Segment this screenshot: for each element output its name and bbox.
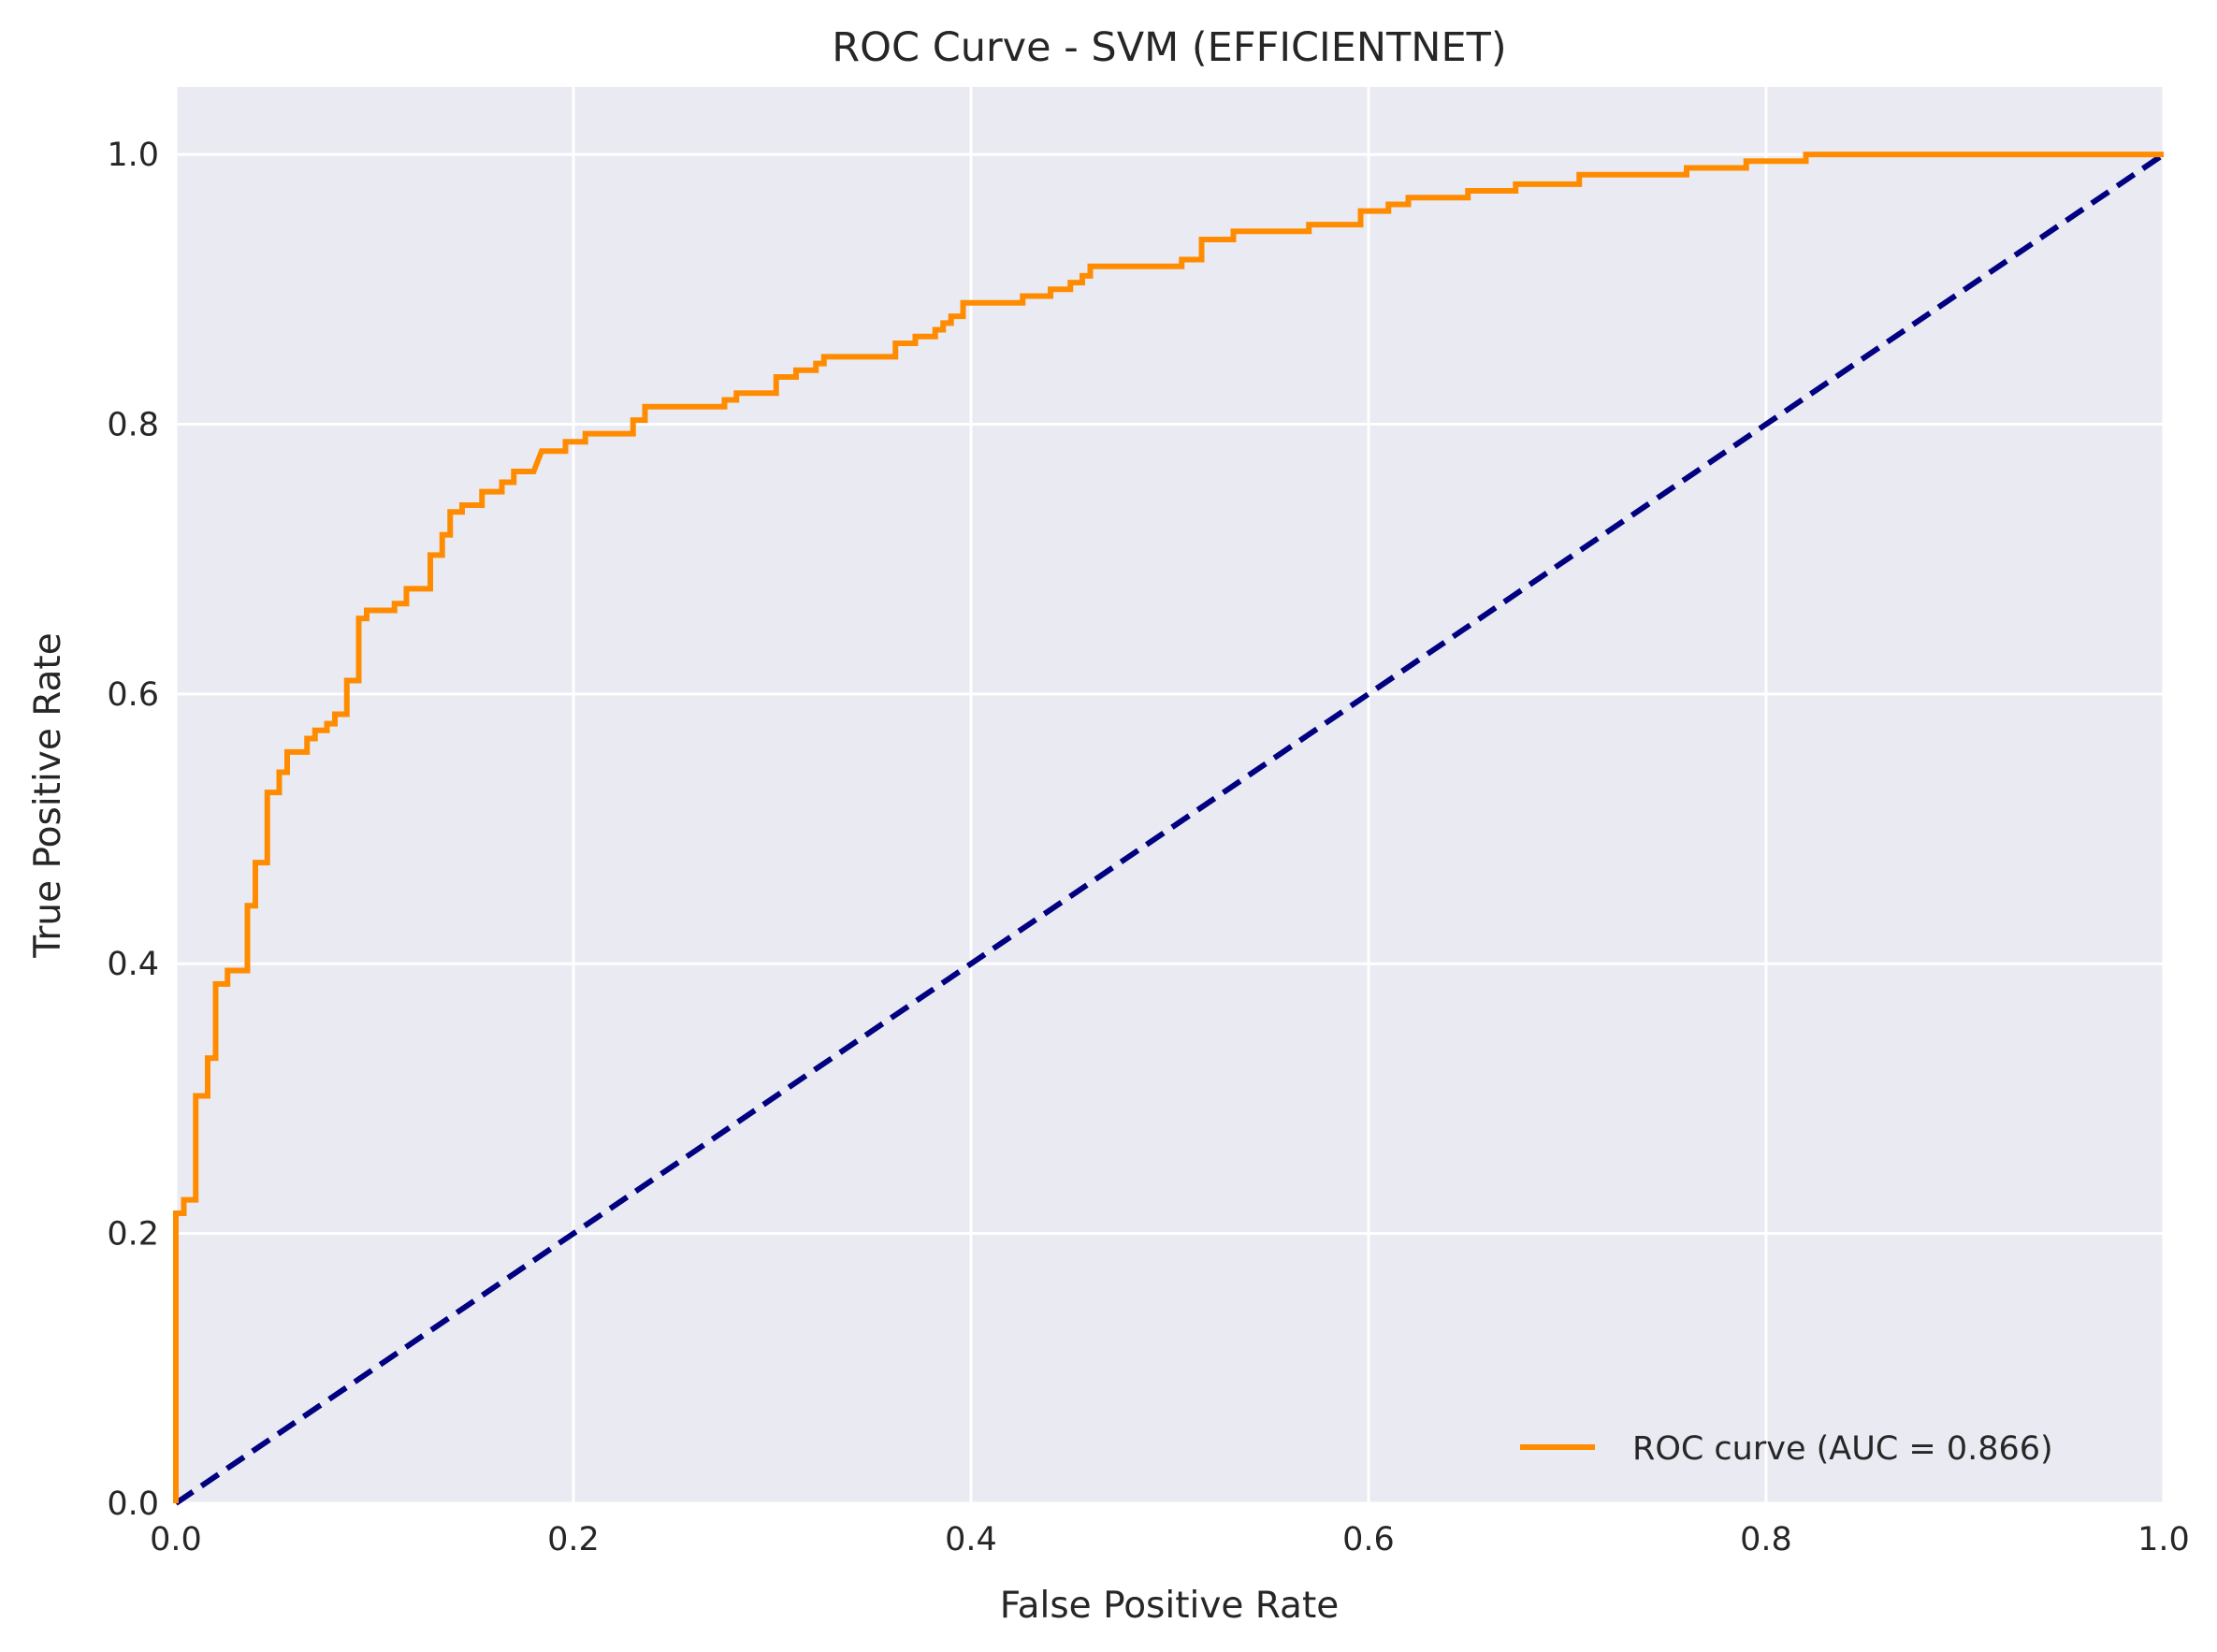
legend: ROC curve (AUC = 0.866) bbox=[1520, 1430, 2053, 1468]
y-tick-label: 0.2 bbox=[107, 1216, 159, 1253]
x-tick-label: 0.0 bbox=[150, 1521, 202, 1558]
x-tick-label: 0.4 bbox=[945, 1521, 997, 1558]
y-tick-label: 1.0 bbox=[107, 137, 159, 174]
x-tick-label: 0.6 bbox=[1342, 1521, 1395, 1558]
y-tick-label: 0.6 bbox=[107, 676, 159, 714]
grid-lines bbox=[174, 87, 2166, 1505]
chart-title: ROC Curve - SVM (EFFICIENTNET) bbox=[832, 24, 1506, 71]
x-tick-labels: 0.0 0.2 0.4 0.6 0.8 1.0 bbox=[150, 1521, 2190, 1558]
roc-curve-line bbox=[173, 152, 2164, 1503]
y-tick-label: 0.0 bbox=[107, 1485, 159, 1523]
plot-background bbox=[176, 87, 2164, 1503]
x-axis-label: False Positive Rate bbox=[1000, 1585, 1339, 1627]
y-axis-label: True Positive Rate bbox=[27, 632, 69, 958]
y-tick-label: 0.4 bbox=[107, 946, 159, 983]
y-tick-labels: 0.0 0.2 0.4 0.6 0.8 1.0 bbox=[107, 137, 159, 1523]
y-tick-label: 0.8 bbox=[107, 406, 159, 443]
x-tick-label: 1.0 bbox=[2137, 1521, 2190, 1558]
x-tick-label: 0.8 bbox=[1740, 1521, 1792, 1558]
legend-label-roc: ROC curve (AUC = 0.866) bbox=[1632, 1430, 2053, 1468]
x-tick-label: 0.2 bbox=[547, 1521, 600, 1558]
